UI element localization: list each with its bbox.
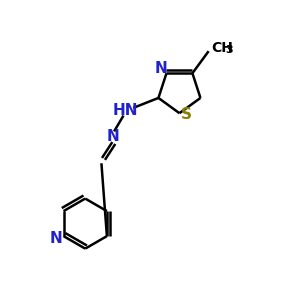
Text: 3: 3: [226, 45, 233, 55]
Text: CH: CH: [211, 40, 233, 55]
Text: HN: HN: [112, 103, 138, 118]
Text: N: N: [107, 129, 120, 144]
Text: N: N: [154, 61, 167, 76]
Text: N: N: [50, 231, 63, 246]
Text: S: S: [181, 107, 192, 122]
